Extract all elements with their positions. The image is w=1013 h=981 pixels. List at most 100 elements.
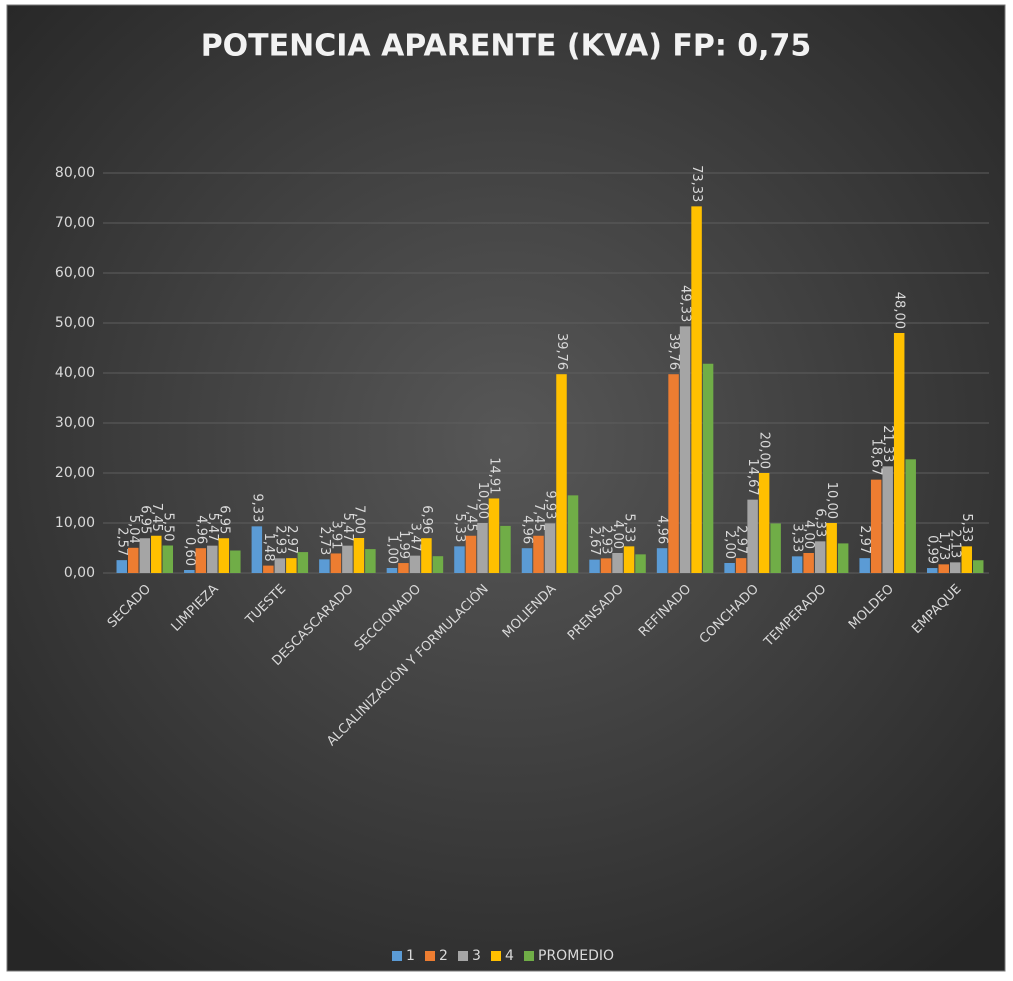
bar	[882, 466, 893, 573]
data-label: 6,95	[216, 505, 231, 534]
data-label: 1,99	[396, 530, 411, 559]
bar	[477, 523, 488, 573]
bar	[747, 499, 758, 573]
bar	[691, 206, 702, 573]
bar	[567, 495, 579, 573]
legend-swatch	[524, 951, 534, 961]
bar	[195, 548, 207, 573]
y-tick-label: 40,00	[55, 365, 95, 381]
bar	[635, 554, 646, 573]
bar	[679, 326, 691, 573]
y-tick-label: 60,00	[55, 265, 95, 281]
bar	[533, 535, 544, 573]
y-tick-label: 0,00	[64, 565, 95, 581]
data-label: 4,96	[193, 515, 208, 544]
data-label: 9,33	[249, 493, 264, 522]
data-label: 9,93	[543, 490, 558, 519]
data-label: 2,93	[272, 525, 287, 554]
data-label: 39,76	[666, 333, 681, 370]
data-label: 20,00	[757, 432, 772, 469]
bar	[870, 479, 882, 573]
data-label: 0,99	[925, 535, 940, 564]
legend-label: 3	[472, 948, 481, 964]
chart-area	[6, 4, 1006, 972]
data-label: 5,47	[340, 513, 355, 542]
bar	[735, 558, 747, 573]
bar	[162, 545, 174, 573]
data-label: 2,97	[734, 525, 749, 554]
chart-title: POTENCIA APARENTE (KVA) FP: 0,75	[201, 29, 812, 64]
data-label: 5,04	[126, 515, 141, 544]
bar	[116, 560, 128, 573]
data-label: 2,93	[599, 525, 614, 554]
bar	[724, 563, 735, 573]
y-tick-label: 70,00	[55, 215, 95, 231]
bar	[330, 553, 342, 573]
data-label: 6,96	[419, 505, 434, 534]
bar	[803, 553, 814, 573]
legend-swatch	[458, 951, 468, 961]
bar	[184, 570, 195, 573]
data-label: 5,33	[452, 513, 467, 542]
data-label: 6,33	[813, 508, 828, 537]
data-label: 2,97	[857, 525, 872, 554]
bar	[893, 333, 905, 573]
bar	[274, 558, 286, 573]
bar	[837, 543, 849, 573]
data-label: 4,00	[801, 520, 816, 549]
legend-swatch	[425, 951, 435, 961]
data-label: 3,33	[790, 523, 805, 552]
bar	[905, 459, 916, 573]
bar	[365, 549, 376, 573]
data-label: 21,33	[880, 425, 895, 462]
data-label: 2,57	[114, 527, 129, 556]
bar	[961, 546, 972, 573]
data-label: 5,33	[959, 513, 974, 542]
data-label: 6,95	[137, 505, 152, 534]
bar	[218, 538, 230, 573]
data-label: 49,33	[678, 285, 693, 322]
bar	[465, 535, 477, 573]
bar	[151, 535, 162, 573]
y-tick-label: 80,00	[55, 165, 95, 181]
bar	[386, 568, 398, 573]
y-tick-label: 30,00	[55, 415, 95, 431]
bar	[398, 563, 409, 573]
legend-label: 4	[505, 948, 514, 964]
legend-label: 1	[406, 948, 415, 964]
data-label: 5,47	[205, 513, 220, 542]
bar	[353, 538, 365, 573]
data-label: 7,00	[351, 505, 366, 534]
bar	[421, 538, 432, 573]
bar	[859, 558, 870, 573]
bar	[556, 374, 567, 573]
data-label: 4,00	[610, 520, 625, 549]
data-label: 10,00	[824, 482, 839, 519]
bar	[230, 550, 241, 573]
data-label: 18,67	[869, 438, 884, 475]
bar	[544, 523, 556, 573]
legend-label: 2	[439, 948, 448, 964]
bar	[702, 363, 714, 573]
bar	[286, 558, 297, 573]
bar	[668, 374, 679, 573]
bar	[342, 545, 353, 573]
data-label: 3,47	[407, 523, 422, 552]
bar	[972, 560, 984, 573]
data-label: 48,00	[892, 292, 907, 329]
data-label: 0,60	[182, 537, 197, 566]
bar	[589, 559, 600, 573]
data-label: 1,73	[936, 531, 951, 560]
bar	[656, 548, 668, 573]
bar	[128, 547, 139, 573]
bar	[926, 568, 938, 573]
bar	[500, 525, 511, 573]
bar	[826, 523, 837, 573]
data-label: 10,00	[475, 482, 490, 519]
data-label: 7,45	[149, 503, 164, 532]
bar	[409, 555, 421, 573]
data-label: 2,97	[284, 525, 299, 554]
data-label: 2,67	[587, 527, 602, 556]
data-label: 14,91	[486, 457, 501, 494]
